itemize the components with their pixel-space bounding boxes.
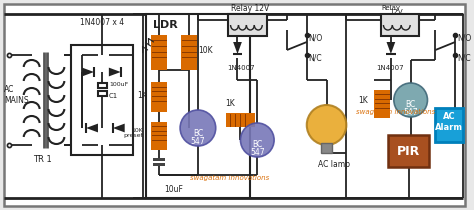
Polygon shape [82,68,94,76]
Text: AC
Alarm: AC Alarm [435,112,463,132]
Text: Relay: Relay [382,5,401,11]
Bar [151,35,167,70]
Text: 547: 547 [250,147,264,156]
Bar [320,143,332,153]
Text: BC: BC [193,129,203,138]
Circle shape [307,105,346,145]
Text: 547: 547 [403,108,418,117]
Text: C1: C1 [109,93,118,99]
Polygon shape [233,42,242,54]
Bar [98,91,107,96]
Text: BC: BC [406,100,416,109]
Text: PIR: PIR [397,144,420,158]
Text: Relay 12V: Relay 12V [231,4,270,13]
Text: LDR: LDR [154,20,178,30]
Bar [71,45,133,155]
Text: AC
MAINS: AC MAINS [4,85,28,105]
Text: 1K: 1K [358,96,368,105]
Text: N/O: N/O [309,34,323,42]
Circle shape [180,110,216,146]
Bar [228,14,267,36]
Text: TR 1: TR 1 [33,155,52,164]
Text: 1N4007: 1N4007 [376,65,404,71]
Polygon shape [86,124,98,132]
Circle shape [394,83,428,117]
Text: 1K: 1K [137,91,146,100]
Text: 1N4007: 1N4007 [228,65,255,71]
Text: 10K
preset: 10K preset [124,128,144,138]
Text: 100uF: 100uF [109,81,128,87]
Bar [151,122,167,150]
Text: BC: BC [252,139,263,148]
Text: swagatam innovations: swagatam innovations [356,109,436,115]
Text: N/C: N/C [457,54,471,63]
Text: 12V: 12V [389,9,402,15]
Bar [181,35,197,70]
Text: 10K: 10K [198,46,212,55]
Bar [154,158,165,161]
Circle shape [240,123,274,157]
Bar [436,108,463,142]
Bar [151,82,167,112]
Bar [388,135,429,167]
Text: AC lamp: AC lamp [318,160,350,169]
Bar [146,14,250,198]
Bar [381,14,419,36]
Text: 10uF: 10uF [164,185,182,194]
Text: 547: 547 [191,136,205,146]
Polygon shape [386,42,395,54]
Polygon shape [109,68,121,76]
Bar [154,163,165,166]
Polygon shape [113,124,125,132]
Text: 1K: 1K [226,99,236,108]
Bar [98,83,107,88]
Text: swagatam innovations: swagatam innovations [190,175,269,181]
Bar [374,90,390,118]
Text: N/C: N/C [309,54,322,63]
Text: 1N4007 x 4: 1N4007 x 4 [80,17,124,26]
Text: N/O: N/O [457,34,472,42]
Bar [226,113,255,127]
